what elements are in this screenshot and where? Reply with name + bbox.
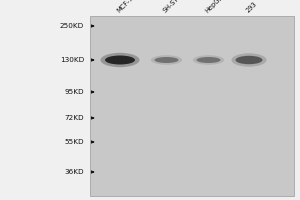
Ellipse shape (105, 55, 135, 64)
Text: HepG2: HepG2 (204, 0, 224, 14)
Bar (90, 16, 294, 196)
Text: 36KD: 36KD (64, 169, 84, 175)
Text: SH-SY5Y: SH-SY5Y (162, 0, 186, 14)
Text: MCF-7: MCF-7 (116, 0, 135, 14)
Text: 72KD: 72KD (64, 115, 84, 121)
Text: 55KD: 55KD (64, 139, 84, 145)
Text: 95KD: 95KD (64, 89, 84, 95)
Ellipse shape (193, 55, 224, 65)
Ellipse shape (151, 55, 182, 65)
Ellipse shape (196, 57, 220, 63)
Text: 130KD: 130KD (60, 57, 84, 63)
Ellipse shape (154, 57, 178, 63)
Ellipse shape (236, 56, 262, 64)
Ellipse shape (100, 53, 140, 67)
Text: 250KD: 250KD (60, 23, 84, 29)
Ellipse shape (232, 53, 267, 67)
Text: 293: 293 (245, 1, 258, 14)
